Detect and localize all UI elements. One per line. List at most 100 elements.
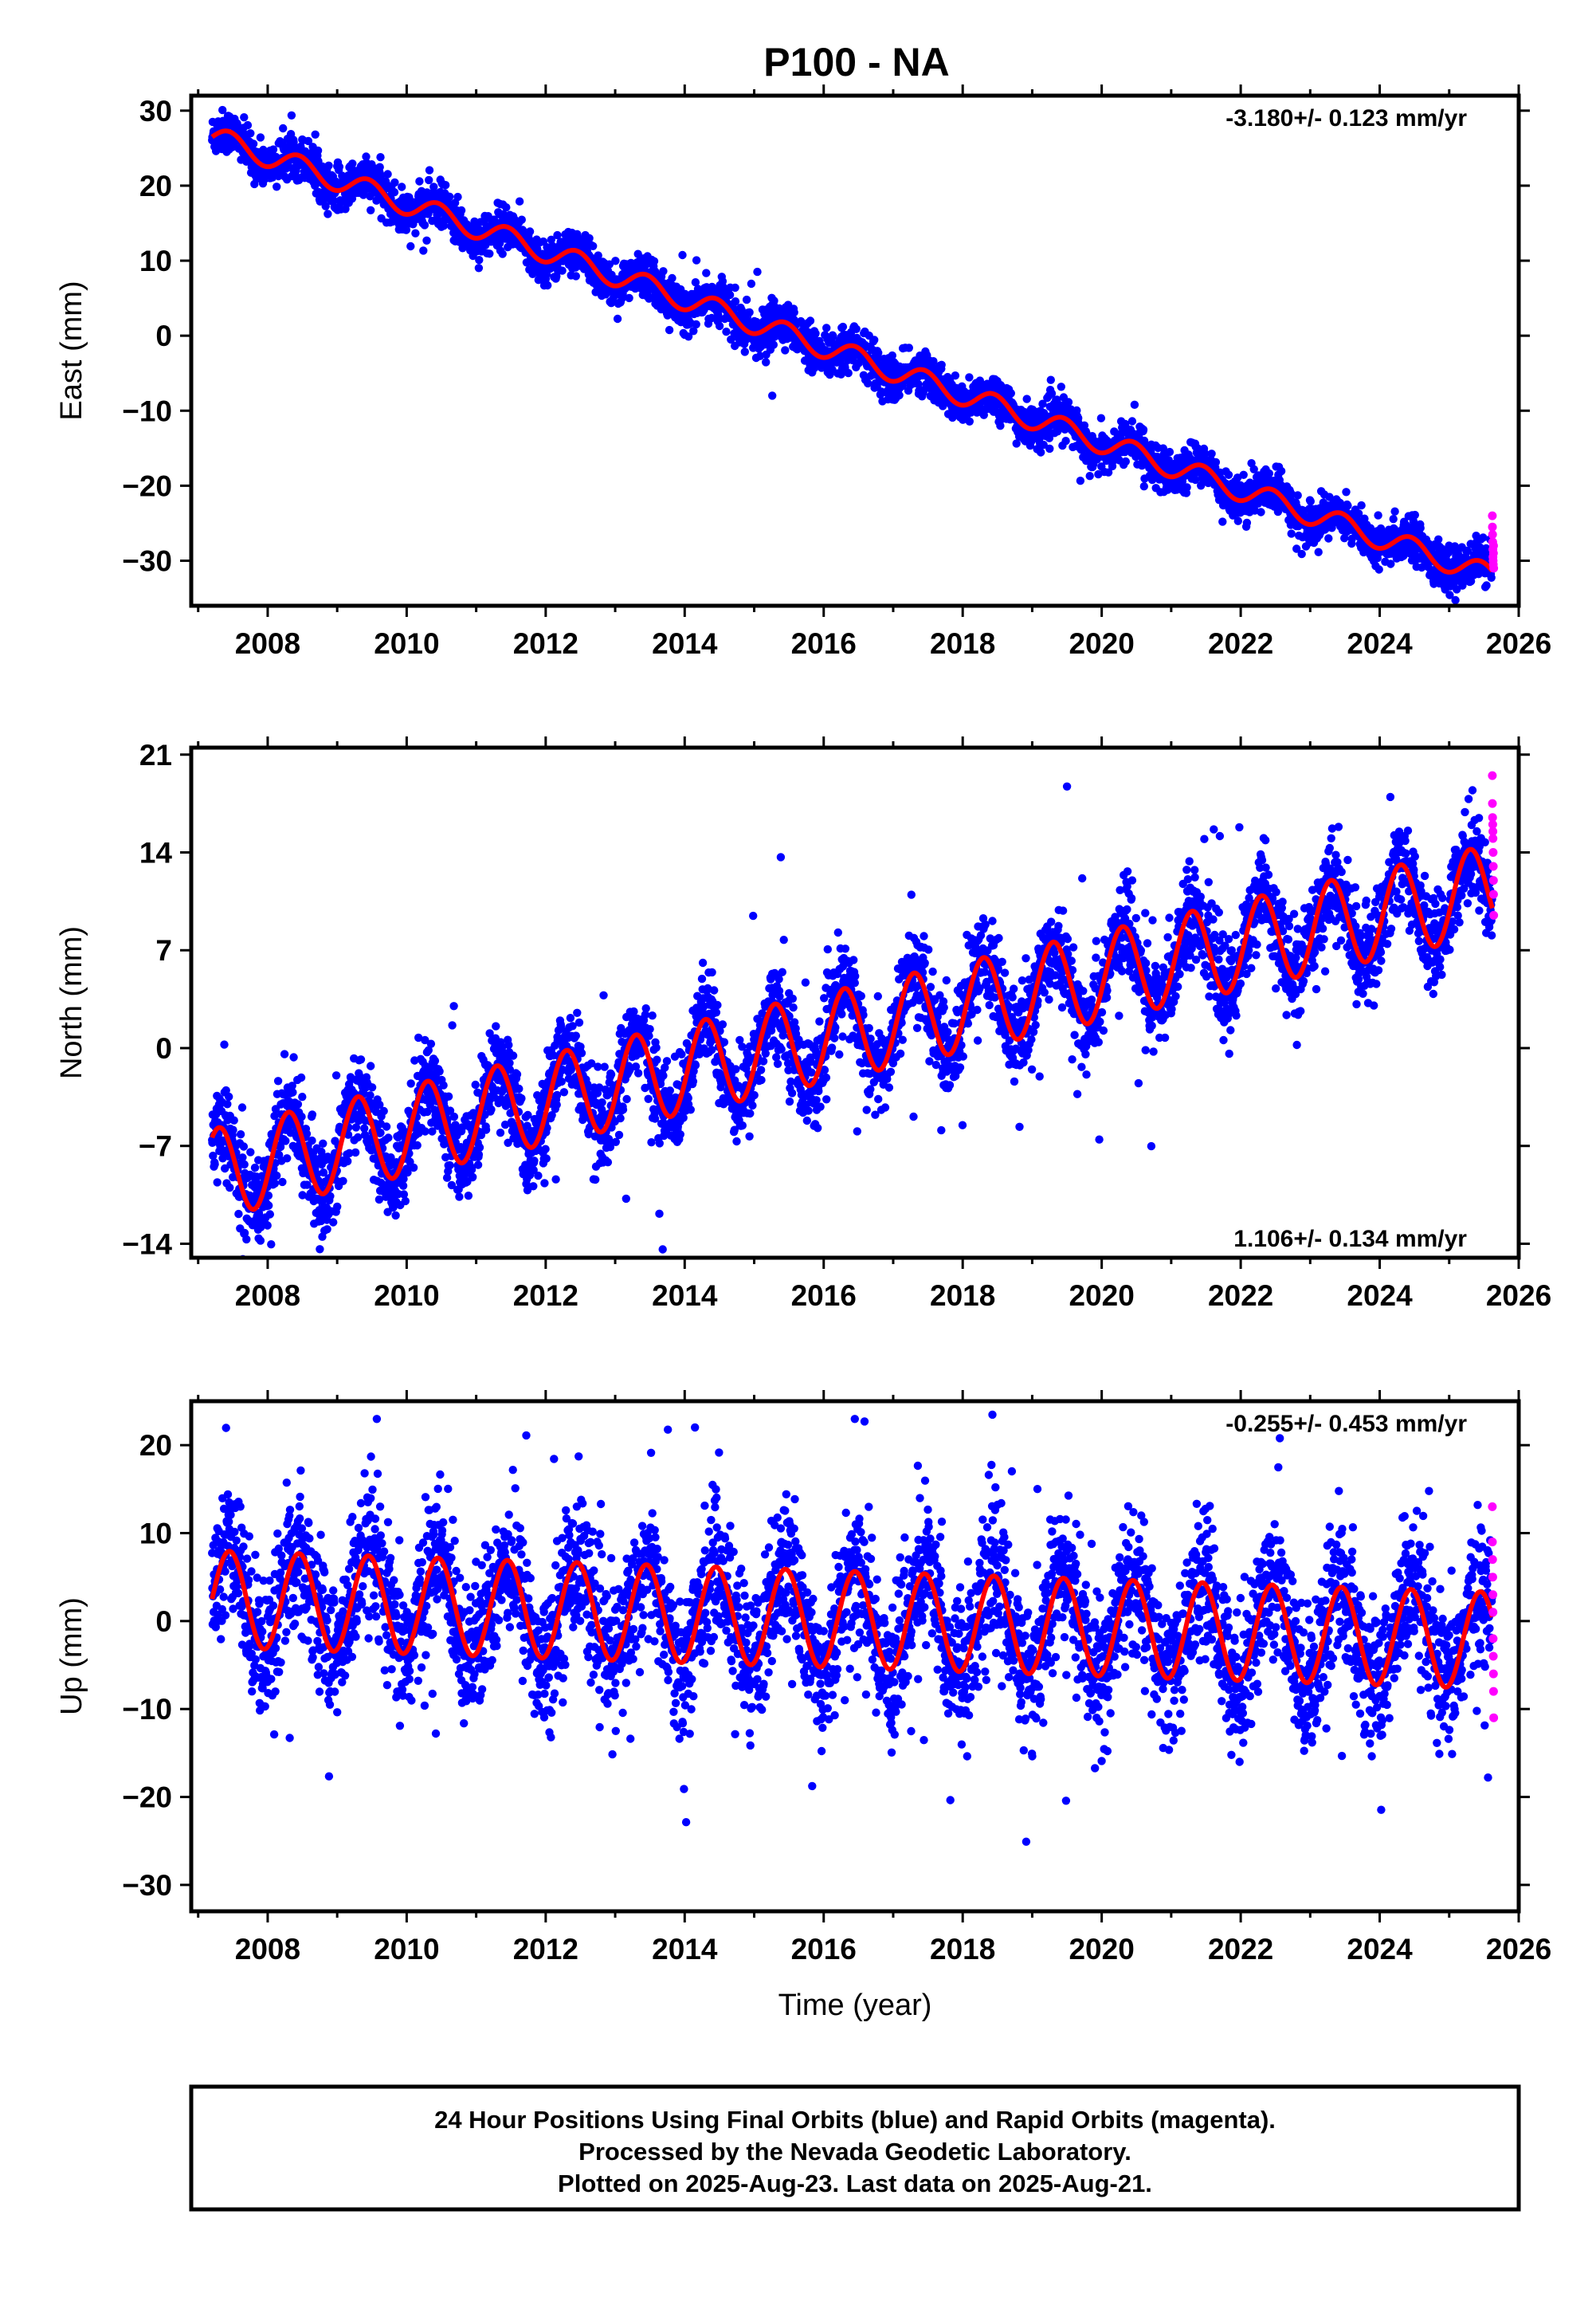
data-point — [571, 272, 580, 281]
data-point — [525, 227, 535, 236]
data-point — [553, 230, 562, 240]
data-point — [1287, 529, 1296, 538]
data-point — [1239, 470, 1248, 479]
data-point — [811, 329, 820, 338]
data-point — [382, 1122, 391, 1131]
data-point — [256, 1236, 265, 1245]
data-point — [321, 202, 330, 210]
data-point — [308, 1110, 317, 1119]
data-point — [1324, 534, 1333, 543]
data-point — [457, 206, 466, 215]
data-point — [747, 279, 756, 289]
data-point — [474, 264, 484, 273]
data-point — [288, 1088, 297, 1097]
data-point — [1045, 444, 1054, 454]
data-point — [236, 1130, 245, 1139]
data-point — [425, 175, 433, 185]
data-point — [1074, 414, 1083, 422]
data-point — [249, 139, 258, 148]
rapid-point — [1489, 564, 1499, 573]
chart-title: P100 - NA — [763, 40, 949, 84]
data-point — [225, 1092, 233, 1102]
data-point — [1257, 508, 1265, 516]
data-point — [547, 235, 555, 244]
data-point — [965, 373, 974, 382]
data-point — [727, 335, 735, 344]
data-point — [313, 146, 323, 155]
data-point — [304, 136, 313, 146]
y-tick-label: −30 — [122, 545, 172, 578]
data-point — [895, 391, 904, 400]
data-point — [256, 133, 265, 142]
data-point — [229, 1125, 237, 1134]
data-point — [1434, 535, 1443, 544]
x-tick-label: 2018 — [930, 627, 995, 660]
data-point — [210, 1160, 219, 1168]
data-point — [430, 1056, 440, 1066]
data-point — [269, 145, 278, 154]
data-point — [402, 226, 411, 234]
data-point — [1389, 515, 1398, 524]
data-point — [289, 138, 298, 147]
data-point — [844, 368, 853, 378]
data-point — [731, 283, 739, 293]
data-point — [781, 346, 790, 355]
data-point — [367, 1062, 375, 1070]
data-point — [684, 332, 693, 341]
data-point — [691, 278, 700, 287]
rapid-point — [1488, 541, 1498, 551]
data-point — [625, 293, 633, 303]
data-point — [425, 166, 434, 175]
data-point — [708, 313, 716, 323]
data-point — [533, 244, 542, 253]
data-point — [243, 120, 253, 130]
data-point — [475, 256, 484, 265]
data-point — [1211, 457, 1221, 467]
data-point — [668, 273, 676, 283]
data-point — [398, 183, 406, 191]
data-point — [745, 308, 754, 317]
data-point — [323, 1225, 331, 1234]
data-point — [692, 320, 700, 329]
data-point — [1218, 517, 1227, 526]
data-point — [1479, 533, 1488, 542]
data-point — [273, 1077, 283, 1086]
data-point — [1037, 448, 1045, 457]
data-point — [1482, 581, 1491, 590]
data-point — [297, 1112, 306, 1121]
data-point — [263, 1221, 272, 1230]
data-point — [762, 358, 771, 367]
data-point — [1127, 417, 1137, 426]
data-point — [419, 246, 428, 255]
data-point — [929, 357, 938, 366]
data-point — [265, 1210, 274, 1219]
data-point — [1182, 483, 1191, 492]
data-point — [333, 1202, 342, 1211]
data-point — [1096, 414, 1106, 422]
data-point — [229, 1116, 238, 1125]
data-point — [401, 1196, 410, 1206]
data-point — [331, 1071, 341, 1080]
data-point — [273, 183, 281, 191]
data-point — [1224, 470, 1233, 479]
final-orbit-points — [208, 748, 1496, 1258]
data-point — [376, 153, 385, 162]
data-point — [324, 161, 333, 170]
y-tick-label: −20 — [122, 469, 172, 502]
data-point — [790, 308, 798, 317]
data-point — [1416, 524, 1425, 532]
data-point — [367, 1083, 377, 1092]
data-point — [1297, 549, 1306, 559]
data-point — [1046, 375, 1056, 384]
data-point — [384, 1133, 393, 1142]
data-point — [390, 188, 399, 197]
data-point — [702, 269, 711, 277]
data-point — [937, 360, 946, 369]
rapid-point — [1488, 530, 1497, 540]
panels: 2008 2010 2012 2014 2016 2018 2020 2022 2024 2026… — [55, 84, 1551, 2022]
data-point — [689, 327, 698, 336]
data-point — [362, 152, 371, 161]
x-tick-label: 2016 — [791, 627, 857, 660]
data-point — [1139, 482, 1149, 491]
panel-1: 2008 2010 2012 2014 2016 2018 2020 2022 2024 2026… — [55, 84, 1551, 660]
